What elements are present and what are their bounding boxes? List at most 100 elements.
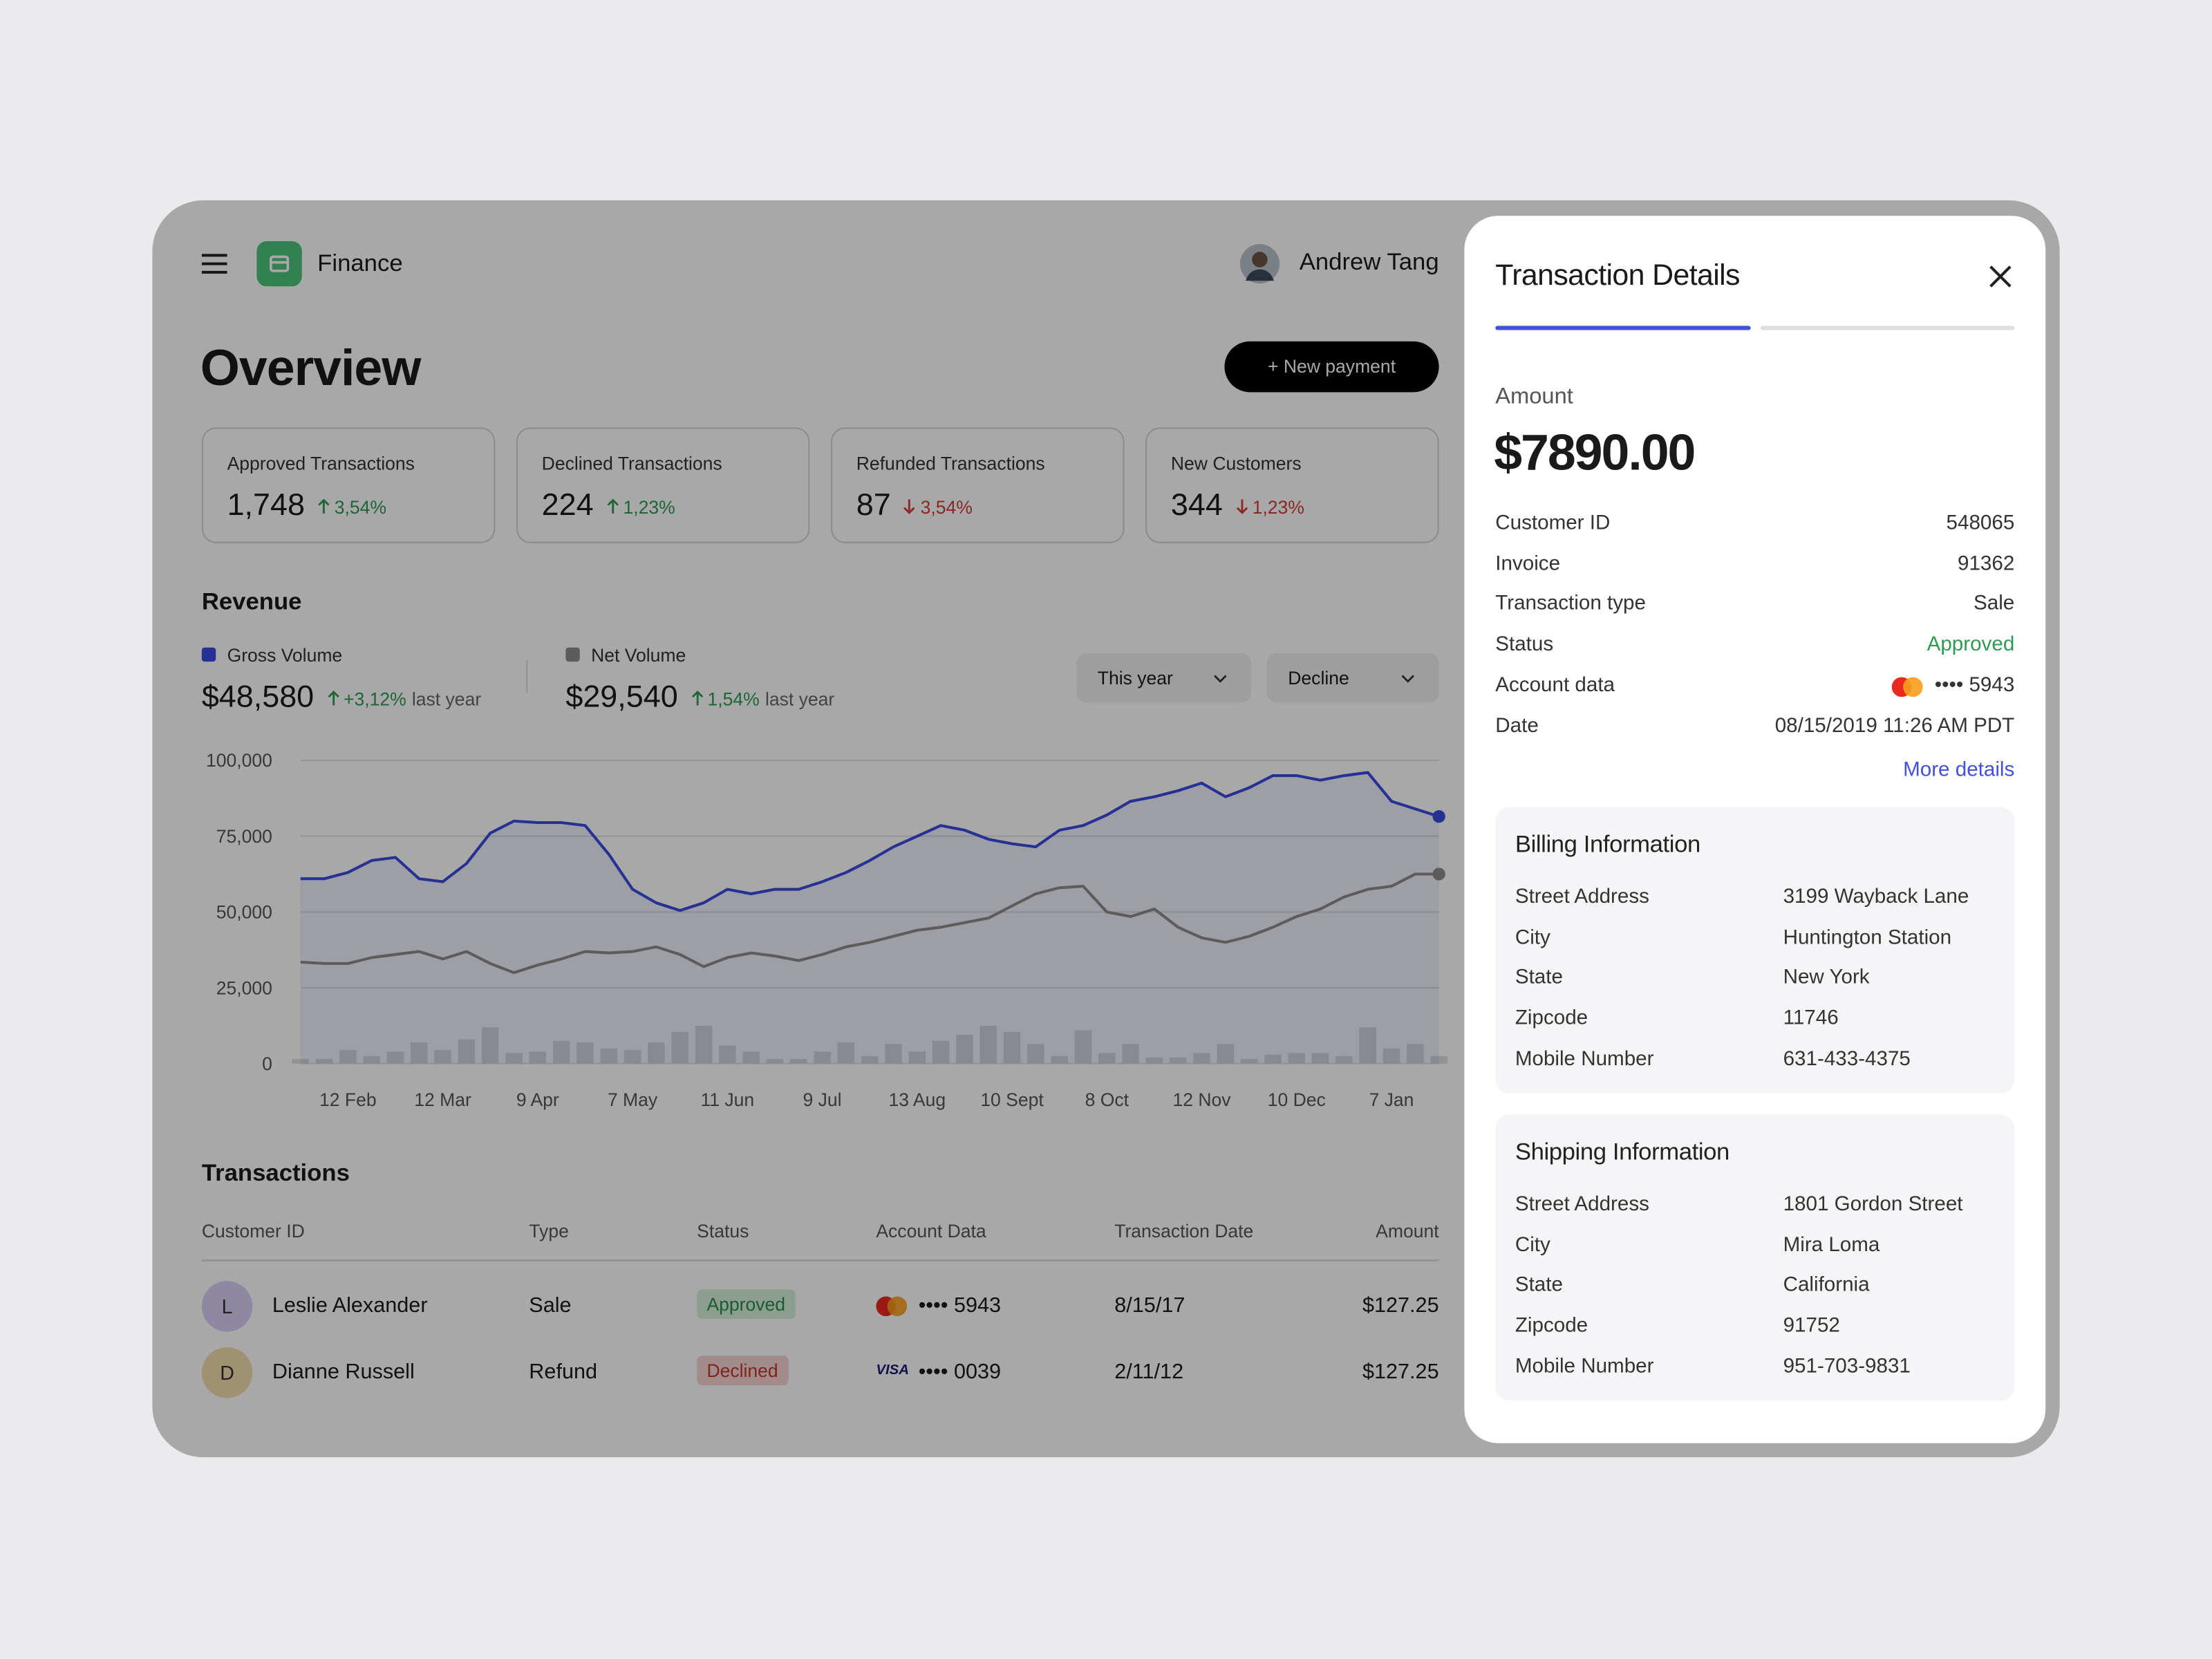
app-logo	[256, 241, 302, 287]
trend-arrow	[691, 691, 703, 706]
field-value: 548065	[1946, 512, 2015, 535]
stat-change: 1,23%	[1252, 496, 1304, 518]
trend-arrow-path	[1236, 499, 1248, 514]
volume-bar	[1407, 1044, 1424, 1064]
user-name[interactable]: Andrew Tang	[1299, 248, 1439, 275]
summary-change: +3,12%	[344, 688, 406, 710]
section-box	[1495, 1114, 2015, 1401]
x-tick-label: 11 Jun	[700, 1089, 754, 1110]
field-value: 08/15/2019 11:26 AM PDT	[1774, 714, 2015, 738]
new-payment-button[interactable]: + New payment	[1224, 341, 1439, 393]
trend-arrow	[327, 691, 339, 706]
trend-arrow-path	[904, 499, 916, 514]
volume-bar	[481, 1027, 499, 1064]
y-tick-label: 50,000	[216, 902, 272, 923]
stat-change: 3,54%	[334, 496, 387, 518]
x-tick-label: 7 Jan	[1369, 1089, 1414, 1110]
field-value: Approved	[1927, 633, 2015, 657]
section-field-value: 91752	[1783, 1315, 1840, 1338]
status-badge: Approved	[697, 1289, 796, 1320]
more-details-link[interactable]: More details	[1903, 758, 2015, 782]
close-icon	[1989, 265, 2012, 288]
summary-divider	[526, 660, 528, 693]
volume-bar	[1335, 1056, 1353, 1064]
menu-icon-lines	[201, 254, 227, 274]
field-label: Invoice	[1495, 552, 1561, 576]
mastercard-logo	[876, 1296, 908, 1317]
volume-bar	[695, 1025, 713, 1064]
section-field-value: 11746	[1783, 1007, 1839, 1030]
stat-change: 1,23%	[623, 496, 675, 518]
filter-select[interactable]	[1076, 653, 1252, 703]
volume-bar	[1311, 1053, 1329, 1064]
volume-bar	[956, 1035, 973, 1064]
volume-bar	[552, 1040, 570, 1064]
x-tick-label: 13 Aug	[888, 1089, 946, 1110]
stat-card	[516, 427, 810, 543]
y-tick-label: 0	[262, 1053, 272, 1074]
x-tick-label: 9 Jul	[803, 1089, 842, 1110]
volume-bar	[315, 1059, 333, 1064]
x-tick-label: 12 Mar	[414, 1089, 471, 1110]
stat-label: New Customers	[1170, 453, 1302, 474]
volume-bar	[766, 1059, 784, 1064]
section-field-label: Zipcode	[1515, 1007, 1588, 1030]
volume-bar	[1288, 1053, 1306, 1064]
legend-label: Gross Volume	[227, 644, 343, 666]
column-header: Transaction Date	[1114, 1220, 1254, 1241]
legend-swatch	[565, 647, 580, 662]
x-tick-label: 10 Dec	[1268, 1089, 1326, 1110]
trend-arrow-path	[318, 498, 330, 514]
progress-step	[1760, 326, 2015, 330]
summary-note: last year	[765, 688, 835, 710]
mastercard-orange	[887, 1296, 908, 1317]
section-field-label: Street Address	[1515, 1193, 1649, 1217]
stat-card	[201, 427, 496, 543]
transaction-date: 2/11/12	[1114, 1360, 1184, 1385]
y-tick-label: 25,000	[216, 977, 272, 998]
line-series	[300, 771, 1440, 912]
chevron	[1401, 675, 1414, 683]
column-header: Customer ID	[201, 1220, 305, 1241]
field-label: Customer ID	[1495, 512, 1611, 535]
app-logo-glyph	[269, 255, 290, 272]
volume-bar	[1217, 1044, 1235, 1064]
trend-arrow-path	[607, 498, 619, 514]
chevron-path	[1214, 675, 1227, 683]
card-glyph	[269, 255, 290, 272]
trend-arrow	[904, 499, 916, 514]
user-avatar[interactable]	[1239, 244, 1280, 284]
section-field-label: State	[1515, 966, 1563, 990]
volume-bar	[339, 1050, 357, 1064]
account-number: •••• 5943	[918, 1293, 1002, 1318]
summary-note: last year	[411, 688, 482, 710]
volume-bar	[1359, 1027, 1376, 1064]
volume-bar	[1430, 1056, 1447, 1064]
x-tick-label: 10 Sept	[980, 1089, 1044, 1110]
transaction-type: Sale	[529, 1293, 572, 1318]
volume-bar	[1074, 1030, 1092, 1064]
field-label: Date	[1495, 714, 1539, 738]
volume-bar	[292, 1059, 309, 1064]
close-button[interactable]	[1989, 265, 2012, 288]
table-header-rule	[201, 1259, 1439, 1262]
menu-icon[interactable]	[201, 252, 229, 275]
volume-bar	[363, 1056, 380, 1064]
legend-swatch	[201, 647, 216, 662]
stat-card	[1145, 427, 1439, 543]
field-label: Transaction type	[1495, 592, 1646, 616]
account-number: •••• 0039	[918, 1360, 1002, 1385]
trend-arrow-path	[691, 691, 703, 706]
section-field-label: Mobile Number	[1515, 1355, 1654, 1378]
volume-bar	[1051, 1056, 1068, 1064]
x-tick-label: 7 May	[608, 1089, 658, 1110]
section-title: Billing Information	[1515, 831, 1700, 858]
volume-bar	[908, 1051, 926, 1064]
amount-label: Amount	[1495, 385, 1573, 409]
avatar-head	[1252, 252, 1268, 268]
volume-bar	[932, 1040, 950, 1064]
section-field-value: 3199 Wayback Lane	[1783, 885, 1969, 909]
field-value: Sale	[1974, 592, 2015, 616]
